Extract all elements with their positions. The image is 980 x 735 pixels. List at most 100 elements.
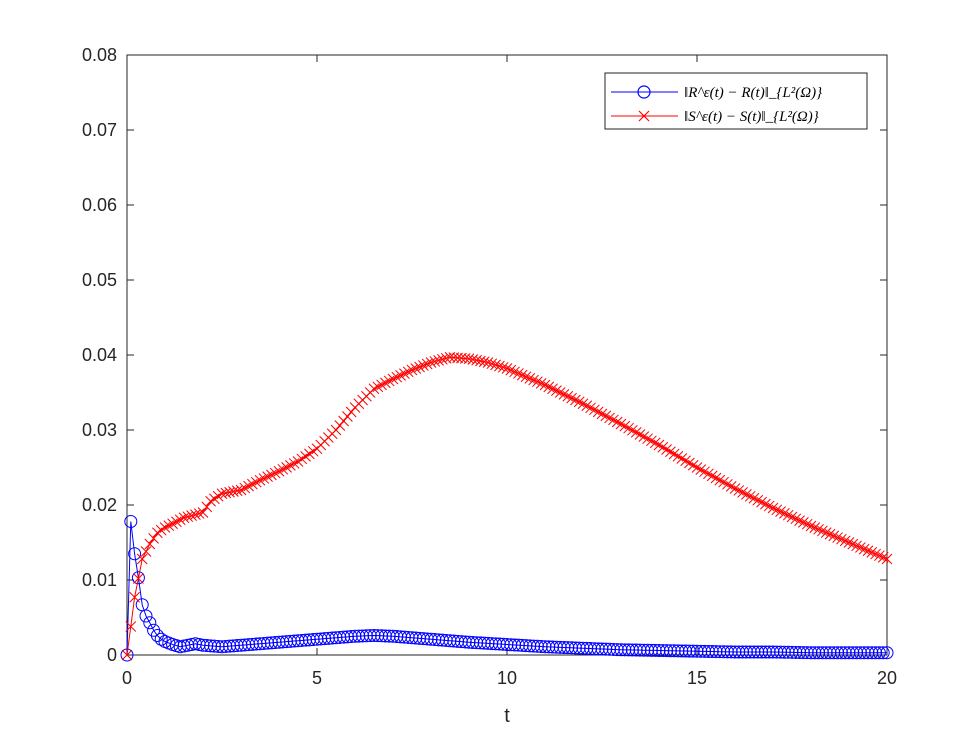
data-point — [133, 573, 144, 584]
plot-area — [126, 54, 888, 656]
data-point — [649, 437, 661, 449]
legend: ‖R^ε(t) − R(t)‖_{L²(Ω)} ‖S^ε(t) − S(t)‖_… — [604, 72, 868, 130]
data-point — [813, 523, 824, 535]
data-point — [454, 635, 468, 649]
data-point — [520, 371, 532, 383]
data-point — [667, 644, 681, 658]
data-point — [592, 406, 604, 418]
data-point — [832, 532, 843, 543]
data-point — [779, 508, 790, 519]
data-point — [458, 635, 472, 649]
data-point — [163, 520, 175, 531]
x-tick-label: 5 — [312, 668, 322, 688]
data-point — [333, 630, 347, 644]
data-point — [610, 643, 624, 657]
data-point — [865, 646, 879, 660]
data-point — [794, 515, 805, 526]
data-point — [238, 638, 252, 652]
data-point — [660, 644, 674, 658]
data-point — [858, 543, 870, 555]
data-point — [743, 645, 757, 659]
legend-box — [604, 72, 868, 130]
x-tick-label: 0 — [122, 668, 132, 688]
data-point — [812, 646, 826, 660]
data-point — [546, 640, 560, 654]
data-point — [775, 506, 786, 517]
data-point — [447, 634, 461, 648]
data-point — [478, 356, 490, 368]
data-point — [418, 360, 429, 371]
data-point — [857, 646, 871, 660]
data-point — [557, 641, 571, 654]
data-point — [760, 498, 771, 510]
data-point — [603, 642, 617, 656]
data-point — [356, 629, 370, 643]
data-point — [781, 645, 795, 659]
data-point — [482, 357, 494, 368]
data-point — [340, 630, 354, 644]
data-point — [717, 645, 731, 659]
data-point — [190, 509, 201, 520]
data-point — [489, 637, 503, 651]
data-point — [646, 435, 657, 447]
data-point — [143, 616, 157, 630]
data-point — [847, 538, 859, 550]
data-point — [494, 360, 505, 372]
y-tick-label: 0.07 — [82, 120, 117, 140]
data-point — [314, 632, 328, 646]
data-point — [276, 635, 290, 649]
data-point — [204, 639, 218, 653]
data-point — [705, 645, 719, 659]
data-point — [433, 355, 444, 366]
data-point — [139, 609, 153, 623]
data-point — [850, 646, 864, 660]
data-point — [375, 629, 389, 643]
data-point — [253, 637, 267, 651]
data-point — [690, 644, 704, 658]
data-point — [648, 643, 662, 657]
data-point — [763, 500, 775, 512]
data-point — [387, 373, 399, 385]
data-point — [413, 631, 427, 645]
data-point — [542, 640, 556, 654]
data-point — [573, 396, 585, 408]
data-point — [500, 638, 514, 651]
x-tick-label: 20 — [877, 668, 897, 688]
data-point — [285, 460, 296, 471]
data-point — [695, 464, 707, 475]
data-point — [600, 410, 612, 422]
data-point — [619, 420, 631, 432]
data-point — [234, 638, 248, 652]
data-point — [120, 648, 134, 662]
data-point — [770, 645, 784, 659]
data-point — [128, 547, 142, 561]
data-point — [789, 645, 803, 659]
data-point — [167, 518, 178, 530]
data-point — [565, 641, 579, 655]
y-tick-label: 0.03 — [82, 420, 117, 440]
data-point — [402, 366, 414, 378]
data-point — [257, 636, 271, 650]
data-point — [182, 511, 194, 523]
y-tick-label: 0.02 — [82, 495, 117, 515]
data-point — [710, 472, 722, 484]
data-point — [798, 517, 809, 528]
data-point — [367, 629, 381, 642]
data-point — [281, 461, 292, 473]
data-point — [534, 640, 548, 654]
data-point — [532, 376, 543, 388]
data-point — [363, 629, 377, 643]
data-point — [226, 639, 240, 653]
data-point — [718, 476, 729, 488]
data-point — [230, 639, 244, 653]
data-point — [782, 509, 794, 521]
data-point — [870, 548, 881, 560]
legend-label-series-2: ‖S^ε(t) − S(t)‖_{L²(Ω)} — [684, 109, 819, 125]
data-point — [786, 511, 798, 523]
data-point — [121, 649, 133, 661]
data-point — [424, 632, 438, 646]
data-point — [766, 645, 780, 659]
data-point — [627, 424, 638, 436]
data-point — [747, 645, 761, 659]
x-tick-label: 10 — [497, 668, 517, 688]
